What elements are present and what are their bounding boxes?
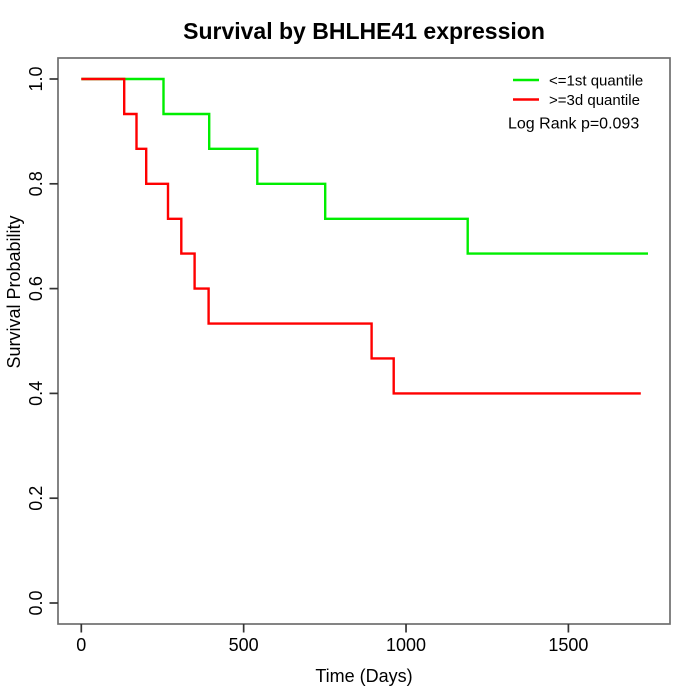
legend-label-third-quantile: >=3d quantile	[549, 92, 640, 109]
km-curve-third-quantile	[81, 77, 641, 395]
log-rank-annotation: Log Rank p=0.093	[508, 116, 639, 133]
legend-label-first-quantile: <=1st quantile	[549, 73, 643, 90]
plot-box	[57, 57, 671, 625]
km-curve-first-quantile	[81, 77, 648, 255]
chart-title: Survival by BHLHE41 expression	[183, 18, 545, 44]
x-tick-label: 0	[76, 635, 86, 655]
survival-curves	[81, 77, 648, 395]
axes-layer: 0 500 1000 1500 0.0 0.2 0.4 0.6 0.8 1.0	[26, 57, 671, 655]
legend: <=1st quantile >=3d quantile Log Rank p=…	[508, 73, 643, 133]
y-tick-label: 0.4	[26, 381, 46, 406]
y-tick-label: 0.8	[26, 171, 46, 196]
y-tick-label: 0.2	[26, 486, 46, 511]
y-tick-label: 1.0	[26, 66, 46, 91]
y-tick-label: 0.6	[26, 276, 46, 301]
y-tick-label: 0.0	[26, 590, 46, 615]
x-tick-label: 1000	[386, 635, 426, 655]
x-tick-label: 500	[229, 635, 259, 655]
y-axis-label: Survival Probability	[4, 215, 24, 368]
x-axis-label: Time (Days)	[315, 666, 412, 686]
x-tick-label: 1500	[548, 635, 588, 655]
